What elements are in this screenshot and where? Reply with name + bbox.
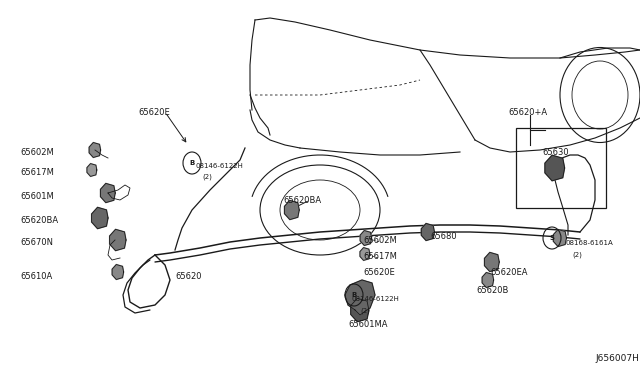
Text: 65620BA: 65620BA: [283, 196, 321, 205]
Text: 65680: 65680: [430, 232, 456, 241]
Text: 65601MA: 65601MA: [348, 320, 387, 329]
Text: 65620B: 65620B: [476, 286, 508, 295]
Text: 08168-6161A: 08168-6161A: [566, 240, 614, 246]
Text: (2): (2): [360, 307, 370, 314]
Polygon shape: [545, 155, 564, 181]
Text: 65620+A: 65620+A: [508, 108, 547, 117]
Text: 65602M: 65602M: [20, 148, 54, 157]
Polygon shape: [360, 231, 372, 246]
Polygon shape: [554, 230, 566, 247]
Polygon shape: [87, 164, 97, 176]
Polygon shape: [112, 264, 124, 279]
Text: 65610A: 65610A: [20, 272, 52, 281]
Text: J656007H: J656007H: [595, 354, 639, 363]
Text: 08146-6122H: 08146-6122H: [352, 296, 400, 302]
Polygon shape: [109, 230, 126, 251]
Text: B: B: [351, 292, 356, 298]
Text: 65670N: 65670N: [20, 238, 53, 247]
Text: 65617M: 65617M: [20, 168, 54, 177]
Polygon shape: [284, 201, 300, 219]
Text: 65620EA: 65620EA: [490, 268, 527, 277]
Text: 65620BA: 65620BA: [20, 216, 58, 225]
Polygon shape: [360, 248, 370, 260]
Text: (2): (2): [572, 251, 582, 257]
Text: 65601M: 65601M: [20, 192, 54, 201]
Polygon shape: [421, 224, 435, 241]
Bar: [516, 128, 606, 208]
Text: 65620E: 65620E: [138, 108, 170, 117]
Text: S: S: [550, 235, 554, 241]
Polygon shape: [345, 280, 375, 315]
Polygon shape: [484, 253, 499, 272]
Text: 65602M: 65602M: [363, 236, 397, 245]
Polygon shape: [100, 183, 115, 203]
Text: 65620: 65620: [175, 272, 202, 281]
Text: (2): (2): [202, 174, 212, 180]
Text: B: B: [189, 160, 195, 166]
Polygon shape: [482, 273, 493, 288]
Text: 65617M: 65617M: [363, 252, 397, 261]
Text: 08146-6122H: 08146-6122H: [196, 163, 244, 169]
Polygon shape: [92, 207, 108, 229]
Polygon shape: [89, 142, 100, 157]
Text: 65620E: 65620E: [363, 268, 395, 277]
Polygon shape: [351, 298, 369, 322]
Text: 65630: 65630: [542, 148, 568, 157]
